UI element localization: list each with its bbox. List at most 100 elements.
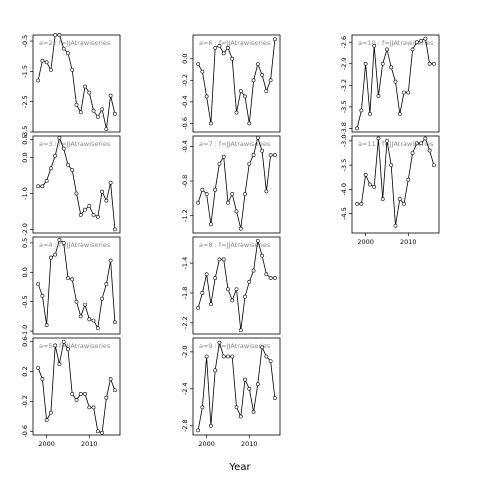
data-point [66,276,70,281]
data-point [272,396,277,400]
data-point [78,213,83,217]
panel-frame [32,337,121,436]
data-point [209,302,213,307]
data-point [217,257,222,262]
y-tick-label: -2.5 [21,95,29,108]
data-point [368,182,372,187]
y-tick-label: -2.9 [340,57,348,70]
panel-frame [32,34,121,133]
data-point [355,201,360,206]
y-tick-label: -1.4 [181,257,189,270]
data-point [61,240,66,245]
data-point [359,108,364,113]
data-point [221,154,226,159]
panel-title: a=2 : f=JJAtrawiseries [39,39,111,47]
data-point [78,110,83,115]
data-point [108,180,113,185]
data-point [380,61,385,66]
y-tick-label: 0.5 [21,134,29,144]
data-point [243,192,247,196]
data-point [204,94,209,99]
data-point [83,302,87,307]
data-point [112,111,117,116]
data-point [255,135,260,140]
data-point [264,272,269,277]
data-point [57,135,62,140]
data-point [238,328,243,333]
panel-title: a=4 : f=JJAtrawiseries [39,241,111,249]
data-point [53,33,58,37]
data-point [217,161,222,166]
y-tick-label: -3.8 [340,122,348,135]
data-point [397,112,402,116]
data-point [44,179,49,183]
data-point [108,377,113,381]
data-point [260,72,264,77]
data-point [78,314,83,319]
data-point [414,141,419,146]
data-point [44,60,49,65]
data-point [200,405,205,410]
data-point [70,392,75,396]
panel-8: a=8 : f=JJAtrawiseries -2.2 -1.8 -1.4 [181,236,281,335]
data-point [74,191,79,196]
data-point [268,78,273,83]
panel-5: a=5 : f=JJAtrawiseries -0.6 -0.2 0.2 0.6 2000… [21,337,121,448]
data-point [70,67,75,72]
data-point [36,78,41,83]
data-point [40,293,45,298]
data-point [100,189,104,194]
data-point [419,141,423,146]
y-tick-label: -3.2 [340,79,348,92]
data-point [272,37,277,42]
data-point [431,163,436,168]
data-point [393,79,398,84]
data-point [66,162,70,167]
x-axis-title: Year [228,462,251,473]
panel-frame [192,34,281,133]
data-point [406,90,411,95]
data-point [247,161,252,166]
data-point [238,414,243,419]
data-point [255,62,260,67]
data-point [372,43,377,48]
panel-9: a=9 : f=JJAtrawiseries -2.8 -2.4 -2.0 2000 20… [181,337,281,448]
data-point [397,197,402,201]
data-point [87,317,92,322]
series-line [197,240,275,331]
data-point [40,58,45,63]
data-point [61,146,66,151]
data-point [74,299,79,304]
data-point [380,197,385,201]
data-point [251,153,256,157]
data-point [272,276,277,280]
data-point [410,151,415,155]
data-point [87,90,92,95]
y-tick-label: -0.8 [181,175,189,188]
data-point [372,185,377,189]
series-line [38,136,116,230]
data-point [196,305,201,310]
data-point [57,362,62,367]
data-point [57,238,62,242]
data-point [196,428,201,433]
data-point [359,201,364,206]
y-tick-label: -1.5 [21,65,29,78]
data-point [217,43,222,48]
data-point [200,69,205,74]
data-point [385,138,389,143]
panel-frame [192,236,281,335]
data-point [243,294,247,299]
y-tick-label: -0.4 [181,95,189,108]
data-point [260,345,264,350]
y-tick-label: 0.6 [21,337,29,347]
data-point [234,209,239,214]
data-point [112,227,117,232]
data-point [221,51,226,56]
data-point [230,298,235,303]
data-point [234,287,239,292]
data-point [230,192,235,196]
data-point [363,61,368,66]
data-point [213,46,218,50]
panel-title: a=11 : f=JJAtrawiseries [358,140,434,148]
